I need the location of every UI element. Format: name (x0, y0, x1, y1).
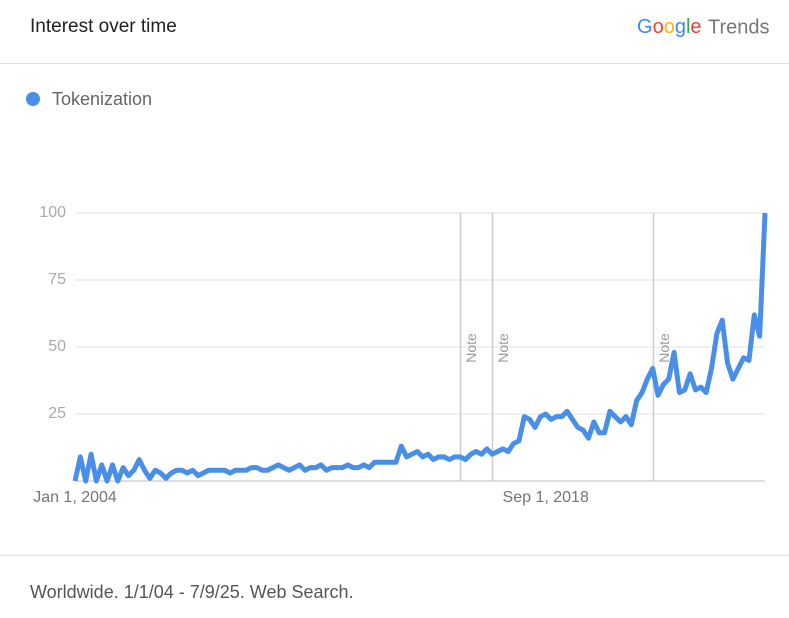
note-label: Note (656, 333, 672, 363)
logo-trends: Trends (708, 16, 770, 38)
legend-marker (26, 92, 40, 106)
note-label: Note (463, 333, 479, 363)
x-tick-label: Sep 1, 2018 (503, 489, 589, 506)
footer-text: Worldwide. 1/1/04 - 7/9/25. Web Search. (30, 582, 354, 602)
y-tick-label: 25 (48, 405, 66, 422)
series-line (72, 212, 768, 484)
y-tick-label: 75 (48, 271, 66, 288)
x-tick-label: Jan 1, 2004 (33, 489, 117, 506)
logo-google: Google (637, 16, 702, 38)
y-tick-label: 50 (48, 338, 66, 355)
note-label: Note (495, 333, 511, 363)
legend-label: Tokenization (52, 89, 152, 109)
y-tick-label: 100 (39, 204, 66, 221)
card-title: Interest over time (30, 16, 177, 37)
